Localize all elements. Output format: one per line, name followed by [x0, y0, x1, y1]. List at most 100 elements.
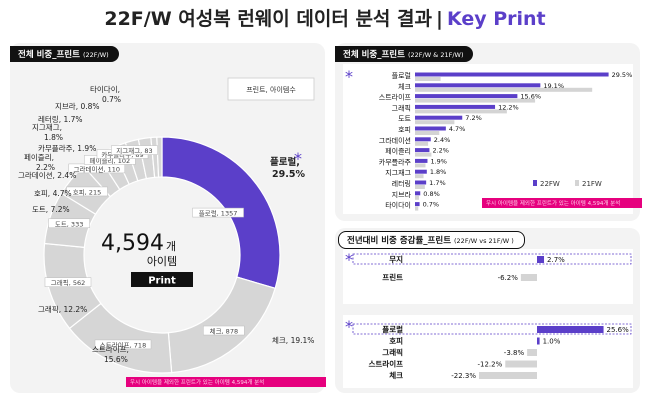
- change-bar-0-1: [520, 274, 537, 281]
- inner-label-text-3: 그래픽, 562: [51, 278, 85, 287]
- change-category-0-1: 프린트: [382, 272, 403, 282]
- outer-label-0: 플로럴,: [270, 156, 300, 168]
- right-top-title-text: 전체 비중_프린트: [343, 50, 405, 60]
- bar-21fw-3: [415, 109, 507, 114]
- change-value-1-4: -22.3%: [451, 372, 476, 380]
- change-category-1-0: 플로럴: [382, 324, 403, 334]
- legend-22fw-swatch: [533, 180, 537, 186]
- change-chart: * * 무지 2.7% 프린트 -6.2% 플로럴 25.6% 호피 1.0% 그래픽 -3.8%…: [345, 250, 632, 380]
- bar-legend: 22FW 21FW: [533, 180, 602, 188]
- bar-value-12: 0.7%: [423, 201, 440, 209]
- bar-category-0: 플로럴: [392, 72, 411, 80]
- outer-label-11: 지브라, 0.8%: [55, 102, 100, 111]
- bar-22fw-6: [415, 137, 431, 142]
- donut-slice-0: [161, 136, 281, 290]
- change-bar-1-1: [537, 337, 540, 345]
- outer-label-pct-9: 1.8%: [44, 133, 63, 142]
- outer-label-pct-2: 15.6%: [104, 355, 128, 364]
- inner-label-box-3: [44, 277, 92, 287]
- center-badge: [131, 272, 193, 287]
- bar-value-0: 29.5%: [612, 71, 633, 79]
- change-category-1-3: 스트라이프: [369, 359, 404, 369]
- change-category-0-0: 무지: [389, 254, 403, 264]
- bar-category-7: 페이즐리: [385, 147, 411, 156]
- bar-21fw-1: [415, 87, 593, 92]
- change-category-1-2: 그래픽: [382, 347, 403, 357]
- bar-value-4: 7.2%: [465, 114, 482, 122]
- star-icon-3: *: [345, 250, 353, 269]
- outer-label-2: 스트라이프,: [92, 344, 129, 354]
- outer-label-4: 도트, 7.2%: [32, 205, 70, 214]
- bar-category-1: 체크: [398, 83, 411, 91]
- star-icon: *: [294, 149, 302, 168]
- highlight-frame-1-0: [352, 323, 632, 335]
- bar-value-2: 15.6%: [520, 93, 541, 101]
- outer-label-7: 페이즐리,: [24, 152, 54, 162]
- bar-value-7: 2.2%: [432, 147, 449, 155]
- bar-21fw-12: [415, 206, 419, 211]
- inner-label-text-5: 호피, 215: [73, 187, 102, 196]
- inner-label-1: 체크, 878: [203, 325, 245, 336]
- right-note: 우시 아이템을 제외한 프린트가 있는 아이템 4,594개 분석: [482, 198, 642, 208]
- inner-label-text-2: 스트라이프, 718: [100, 340, 146, 349]
- bar-category-12: 타이다이: [385, 201, 411, 210]
- star-icon-4: *: [345, 317, 353, 336]
- center-count: 4,594: [101, 231, 164, 256]
- inner-label-text-6: 그라데이션, 110: [74, 164, 120, 173]
- right-top-panel-title: 전체 비중_프린트 (22F/W & 21F/W): [335, 46, 474, 62]
- bar-category-9: 지그재그: [385, 168, 411, 177]
- title-separator: |: [435, 8, 443, 30]
- change-bar-1-0: [537, 326, 604, 333]
- highlight-frame-0-0: [352, 253, 632, 265]
- inner-label-5: 호피, 215: [66, 186, 108, 196]
- left-note: 우시 아이템을 제외한 프린트가 있는 아이템 4,594개 분석: [126, 377, 326, 387]
- change-box-1: [343, 249, 633, 304]
- change-bar-1-4: [479, 372, 537, 379]
- inner-label-text-4: 도트, 333: [55, 220, 84, 228]
- outer-label-3: 그래픽, 12.2%: [38, 304, 87, 314]
- inner-label-box-2: [94, 339, 152, 350]
- outer-label-pct-7: 2.2%: [36, 163, 55, 172]
- change-value-0-0: 2.7%: [547, 256, 565, 264]
- outer-label-6: 그라데이션, 2.4%: [18, 170, 76, 180]
- bar-21fw-4: [415, 120, 455, 125]
- inner-label-box-4: [48, 218, 90, 229]
- legend-21fw: 21FW: [582, 180, 602, 188]
- outer-label-10: 레터링, 1.7%: [38, 114, 83, 124]
- inner-label-4: 도트, 333: [48, 218, 90, 229]
- bar-21fw-2: [415, 98, 536, 103]
- legend-21fw-swatch: [575, 180, 579, 186]
- bar-category-4: 도트: [398, 115, 411, 123]
- outer-label-9: 지그재그,: [32, 123, 62, 132]
- bar-chart-22-21: * 플로럴 29.5% 체크 19.1% 스트라이프 15.6% 그래픽 12.2% 도트 7.2…: [345, 67, 633, 211]
- title-accent: Key Print: [446, 8, 546, 30]
- change-value-0-1: -6.2%: [498, 274, 519, 282]
- bar-22fw-1: [415, 83, 541, 88]
- donut-slice-1: [167, 276, 276, 374]
- bar-22fw-4: [415, 115, 463, 120]
- bar-22fw-3: [415, 104, 496, 109]
- bar-category-11: 지브라: [392, 190, 412, 199]
- inner-label-3: 그래픽, 562: [44, 277, 92, 287]
- inner-label-text-0: 플로럴, 1357: [199, 210, 238, 218]
- change-bar-1-3: [505, 360, 537, 368]
- bar-22fw-8: [415, 158, 428, 163]
- change-value-1-0: 25.6%: [607, 326, 630, 334]
- bar-category-5: 호피: [398, 125, 411, 134]
- bar-21fw-6: [415, 141, 429, 146]
- center-unit: 개: [166, 240, 176, 253]
- outer-label-pct-0: 29.5%: [272, 169, 305, 180]
- outer-label-8: 카무플라주, 1.9%: [38, 144, 96, 153]
- donut-chart: 플로럴, 1357 체크, 878 스트라이프, 718 그래픽, 562 도트, 33…: [18, 77, 314, 374]
- right-bottom-title-text: 전년대비 비중 증감률_프린트: [347, 236, 452, 246]
- change-value-1-2: -3.8%: [504, 349, 525, 357]
- change-value-1-1: 1.0%: [543, 338, 561, 346]
- bar-22fw-7: [415, 148, 430, 153]
- inner-label-text-9: 지그재그, 83: [116, 146, 152, 155]
- bar-value-5: 4.7%: [449, 125, 466, 133]
- bar-value-11: 0.8%: [423, 190, 440, 198]
- bar-category-3: 그래픽: [392, 103, 411, 112]
- change-category-1-1: 호피: [389, 336, 403, 346]
- outer-label-1: 체크, 19.1%: [272, 335, 314, 345]
- bar-21fw-10: [415, 185, 425, 189]
